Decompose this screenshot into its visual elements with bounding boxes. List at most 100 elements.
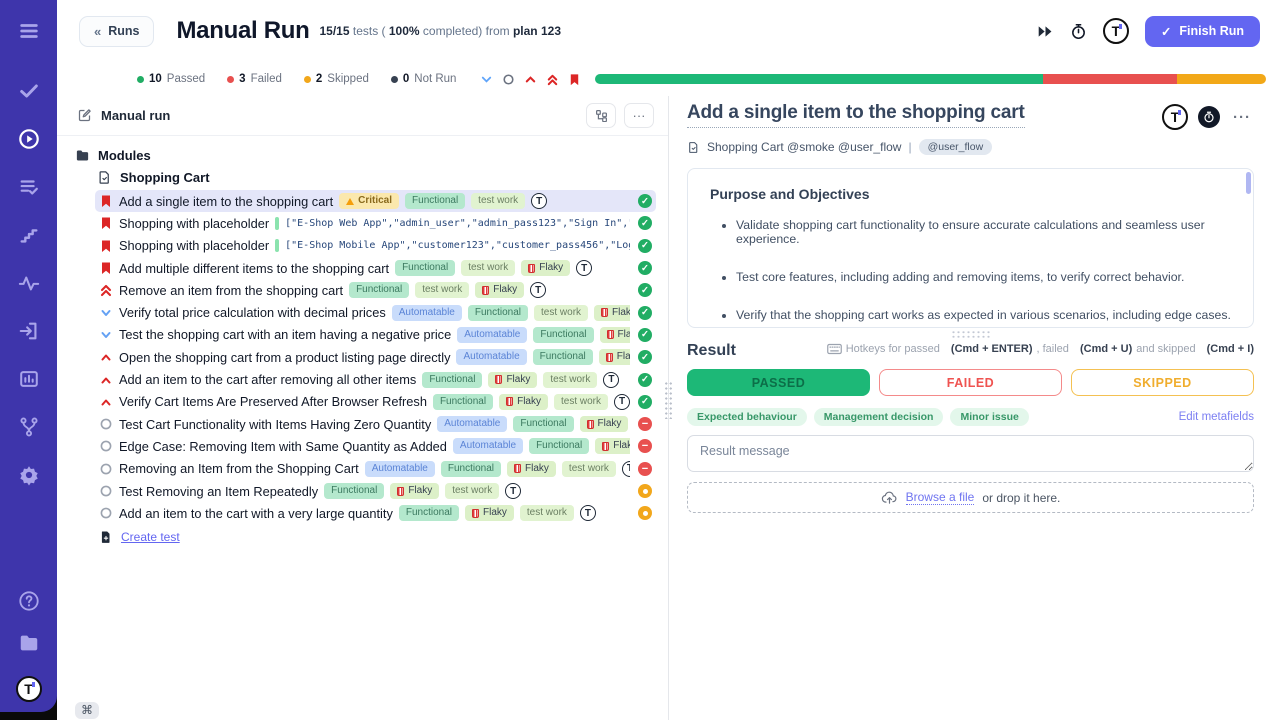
detail-more-button[interactable]: ···: [1233, 108, 1251, 126]
flaky-popcorn-icon: [606, 330, 614, 340]
fast-forward-icon[interactable]: [1037, 23, 1054, 40]
edit-metafields-link[interactable]: Edit metafields: [1178, 411, 1254, 423]
priority-circle-icon: [99, 506, 113, 520]
runs-play-icon[interactable]: [12, 122, 46, 156]
priority-high-filter-icon[interactable]: [524, 73, 537, 86]
suite-node-shopping-cart[interactable]: Shopping Cart: [97, 166, 656, 188]
priority-normal-filter-icon[interactable]: [502, 73, 515, 86]
badge-critical: Critical: [339, 193, 400, 210]
priority-circle-icon: [99, 439, 113, 453]
assignee-avatar: T: [530, 282, 547, 299]
analytics-icon[interactable]: [12, 362, 46, 396]
test-row[interactable]: Verify total price calculation with deci…: [95, 301, 656, 323]
test-row[interactable]: Test Removing an Item Repeatedly Function…: [95, 480, 656, 502]
test-breadcrumb: Shopping Cart @smoke @user_flow | @user_…: [687, 139, 1254, 155]
skipped-button[interactable]: SKIPPED: [1071, 369, 1254, 396]
passed-button[interactable]: PASSED: [687, 369, 870, 396]
priority-circle-icon: [99, 484, 113, 498]
pulse-icon[interactable]: [12, 266, 46, 300]
run-progress-bar: [595, 74, 1266, 84]
objective-item: Validate shopping cart functionality to …: [736, 218, 1231, 246]
metafield-pill[interactable]: Management decision: [813, 408, 944, 426]
badge-testwork: test work: [561, 460, 616, 477]
app-logo[interactable]: T: [15, 676, 42, 702]
browse-file-link[interactable]: Browse a file: [905, 490, 975, 505]
projects-folder-icon[interactable]: [12, 626, 46, 660]
test-detail-title[interactable]: Add a single item to the shopping cart: [687, 102, 1025, 128]
help-icon[interactable]: [12, 584, 46, 618]
skipped-dot-icon: [303, 75, 311, 83]
tree-view-button[interactable]: [586, 103, 616, 128]
test-row[interactable]: Test Cart Functionality with Items Havin…: [95, 413, 656, 435]
test-row[interactable]: Removing an Item from the Shopping Cart A…: [95, 458, 656, 480]
create-test-link[interactable]: Create test: [121, 530, 180, 545]
plans-list-check-icon[interactable]: [12, 170, 46, 204]
description-scrollbar[interactable]: [1246, 172, 1251, 194]
description-card: Purpose and Objectives Validate shopping…: [687, 168, 1254, 328]
timer-icon[interactable]: [1070, 23, 1087, 40]
test-title: Test the shopping cart with an item havi…: [119, 327, 452, 343]
tag-badge[interactable]: @user_flow: [918, 139, 993, 155]
horizontal-splitter-grip-icon[interactable]: [950, 330, 991, 338]
test-row[interactable]: Add an item to the cart after removing a…: [95, 368, 656, 390]
menu-icon[interactable]: [12, 14, 46, 48]
tests-check-icon[interactable]: [12, 74, 46, 108]
run-logo-avatar[interactable]: T: [1102, 18, 1129, 44]
priority-critical-filter-icon[interactable]: [546, 73, 559, 86]
test-row[interactable]: Test the shopping cart with an item havi…: [95, 324, 656, 346]
priority-chevron-up-icon: [99, 395, 113, 409]
badge-functional: Functional: [440, 460, 502, 477]
status-passed-icon: ✓: [638, 216, 652, 231]
metafield-pill[interactable]: Minor issue: [950, 408, 1029, 426]
tree-more-button[interactable]: ···: [624, 103, 654, 128]
status-passed-icon: ✓: [638, 394, 652, 409]
command-shortcut-badge[interactable]: ⌘: [75, 702, 99, 719]
test-author-avatar[interactable]: T: [1162, 104, 1188, 130]
test-row[interactable]: Open the shopping cart from a product li…: [95, 346, 656, 368]
splitter-grip-icon[interactable]: [664, 381, 673, 419]
badge-testwork: test work: [415, 282, 470, 299]
test-row[interactable]: Shopping with placeholder ["E-Shop Web Ap…: [95, 212, 656, 234]
status-passed-icon: ✓: [638, 238, 652, 253]
badge-flaky: Flaky: [499, 393, 548, 410]
badge-automatable: Automatable: [364, 460, 435, 477]
badge-flaky: Flaky: [475, 282, 525, 299]
status-passed-icon: ✓: [638, 350, 652, 365]
steps-icon[interactable]: [12, 218, 46, 252]
modules-node[interactable]: Modules: [75, 144, 656, 166]
test-row[interactable]: Verify Cart Items Are Preserved After Br…: [95, 391, 656, 413]
upload-cloud-icon: [881, 491, 897, 504]
test-row[interactable]: Edge Case: Removing Item with Same Quant…: [95, 435, 656, 457]
badge-automatable: Automatable: [452, 438, 524, 455]
test-row[interactable]: Remove an item from the shopping cart Fun…: [95, 279, 656, 301]
filter-dropdown-caret-icon[interactable]: [480, 73, 493, 86]
badge-testwork: test work: [445, 483, 500, 499]
objective-item: Verify that the shopping cart works as e…: [736, 308, 1231, 322]
test-row[interactable]: Add an item to the cart with a very larg…: [95, 502, 656, 524]
assignee-avatar: T: [603, 371, 620, 388]
test-title: Verify Cart Items Are Preserved After Br…: [119, 394, 427, 410]
test-row[interactable]: Add a single item to the shopping cart Cr…: [95, 190, 656, 213]
page-header: « Runs Manual Run 15/15 tests ( 100% com…: [57, 0, 1280, 62]
back-to-runs-button[interactable]: « Runs: [79, 15, 155, 47]
test-row[interactable]: Shopping with placeholder ["E-Shop Mobile…: [95, 235, 656, 257]
import-icon[interactable]: [12, 314, 46, 348]
finish-run-button[interactable]: ✓ Finish Run: [1144, 15, 1260, 47]
edit-run-icon[interactable]: [77, 108, 92, 123]
file-dropzone[interactable]: Browse a file or drop it here.: [687, 482, 1254, 513]
result-message-input[interactable]: [687, 435, 1254, 472]
test-title: Test Removing an Item Repeatedly: [119, 483, 319, 499]
test-row[interactable]: Add multiple different items to the shop…: [95, 257, 656, 279]
settings-gear-icon[interactable]: [12, 458, 46, 492]
timer-dark-icon[interactable]: [1198, 106, 1220, 128]
folder-icon: [76, 150, 89, 160]
flaky-popcorn-icon: [605, 352, 613, 362]
priority-blocker-filter-icon[interactable]: [568, 73, 581, 86]
badge-flaky: Flaky: [579, 416, 629, 433]
flaky-popcorn-icon: [495, 375, 503, 385]
panel-splitter[interactable]: [664, 96, 673, 720]
metafield-pill[interactable]: Expected behaviour: [687, 408, 807, 426]
failed-button[interactable]: FAILED: [879, 369, 1062, 396]
branch-icon[interactable]: [12, 410, 46, 444]
badge-testwork: test work: [519, 505, 574, 522]
